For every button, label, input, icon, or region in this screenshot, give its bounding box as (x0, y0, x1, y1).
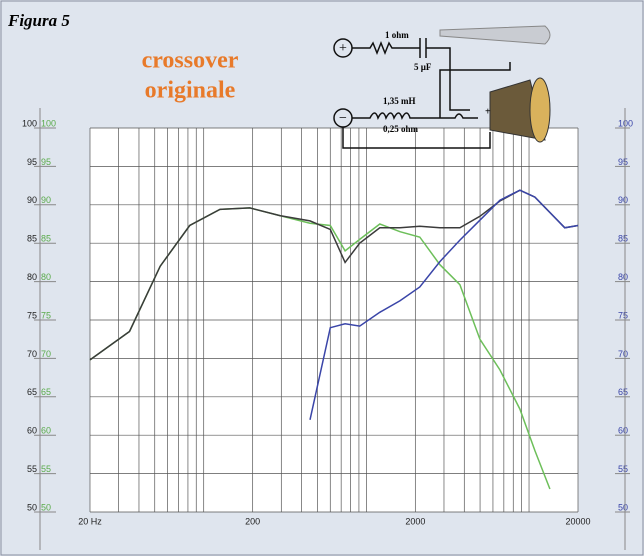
y-tick-label: 50 (41, 502, 51, 512)
y-tick-label: 95 (618, 157, 628, 167)
y-tick-label: 85 (41, 234, 51, 244)
chart-title: originale (145, 78, 236, 104)
y-tick-label: 60 (618, 426, 628, 436)
y-tick-label: 80 (27, 272, 37, 282)
y-tick-label: 60 (27, 426, 37, 436)
x-tick-label: 200 (245, 516, 260, 526)
annotation: − (339, 111, 347, 126)
series-line (309, 189, 579, 420)
y-tick-label: 70 (41, 349, 51, 359)
y-tick-label: 85 (27, 234, 37, 244)
y-tick-label: 90 (27, 195, 37, 205)
y-tick-label: 65 (27, 387, 37, 397)
y-tick-label: 95 (41, 157, 51, 167)
y-tick-label: 70 (618, 349, 628, 359)
annotation: 5 µF (414, 62, 432, 72)
y-tick-label: 80 (618, 272, 628, 282)
x-tick-label: 20 Hz (78, 516, 102, 526)
annotation: + (339, 41, 347, 56)
y-tick-label: 80 (41, 272, 51, 282)
annotation: + (485, 106, 491, 117)
annotation: 1 ohm (385, 30, 409, 40)
y-tick-label: 95 (27, 157, 37, 167)
y-tick-label: 50 (27, 502, 37, 512)
y-tick-label: 90 (618, 195, 628, 205)
x-tick-label: 2000 (405, 516, 425, 526)
y-tick-label: 65 (618, 387, 628, 397)
y-tick-label: 55 (27, 464, 37, 474)
y-tick-label: 50 (618, 502, 628, 512)
y-tick-label: 75 (41, 310, 51, 320)
y-tick-label: 100 (618, 118, 633, 128)
y-tick-label: 75 (618, 310, 628, 320)
chart-title: crossover (142, 48, 239, 74)
annotation: 0,25 ohm (383, 124, 419, 134)
y-tick-label: 75 (27, 310, 37, 320)
y-tick-label: 55 (41, 464, 51, 474)
y-tick-label: 90 (41, 195, 51, 205)
figure-label: Figura 5 (7, 11, 70, 30)
woofer-cone (529, 77, 551, 143)
y-tick-label: 60 (41, 426, 51, 436)
y-tick-label: 85 (618, 234, 628, 244)
circuit (333, 38, 511, 149)
annotation: 1,35 mH (383, 96, 416, 106)
y-tick-label: 70 (27, 349, 37, 359)
y-tick-label: 55 (618, 464, 628, 474)
tweeter-icon (439, 25, 551, 45)
y-tick-label: 100 (22, 118, 37, 128)
y-tick-label: 65 (41, 387, 51, 397)
x-tick-label: 20000 (565, 516, 590, 526)
y-tick-label: 100 (41, 118, 56, 128)
